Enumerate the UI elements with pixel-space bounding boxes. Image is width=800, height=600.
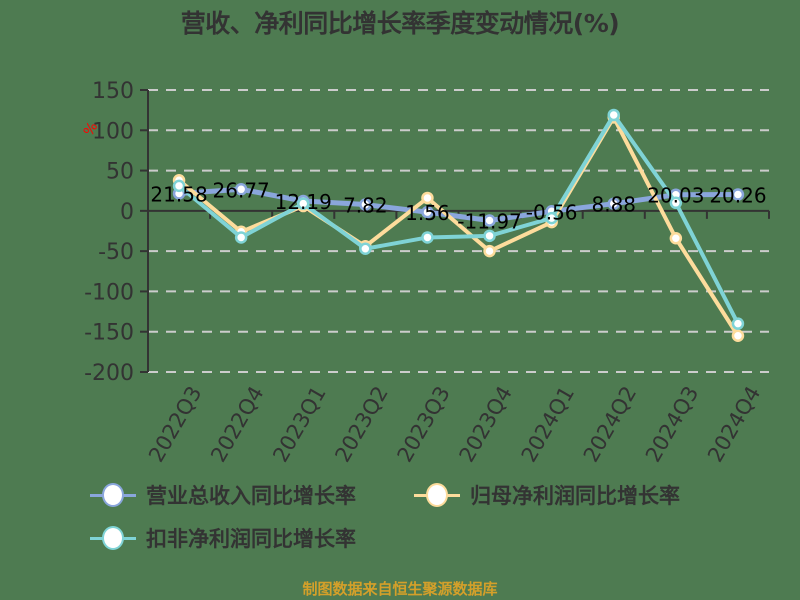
legend-item-revenue[interactable]: 营业总收入同比增长率 bbox=[90, 480, 356, 510]
legend-item-net-profit[interactable]: 归母净利润同比增长率 bbox=[414, 480, 680, 510]
data-point[interactable] bbox=[483, 214, 496, 227]
data-labels: 21.58 26.77 12.19 7.82 1.56 -11.97 -0.56 8.88 20… bbox=[150, 178, 766, 233]
data-label: -0.56 bbox=[526, 200, 578, 224]
data-point[interactable] bbox=[234, 231, 248, 244]
legend-label: 扣非净利润同比增长率 bbox=[146, 527, 356, 551]
data-point[interactable] bbox=[483, 229, 496, 243]
y-tick-label: 0 bbox=[120, 200, 134, 225]
data-label: 8.88 bbox=[591, 193, 636, 217]
x-tick-label: 2023Q1 bbox=[268, 382, 330, 466]
data-label: 20.03 bbox=[647, 184, 704, 208]
x-tick-label: 2022Q3 bbox=[144, 382, 206, 466]
series-line-revenue bbox=[178, 186, 738, 224]
data-point[interactable] bbox=[731, 188, 745, 201]
y-tick-label: -200 bbox=[84, 361, 134, 386]
data-label: 1.56 bbox=[405, 201, 450, 225]
data-point[interactable] bbox=[669, 196, 683, 210]
chart-title: 营收、净利同比增长率季度变动情况(%) bbox=[180, 9, 620, 38]
data-point[interactable] bbox=[731, 329, 745, 342]
legend-line-circle-icon bbox=[90, 483, 136, 507]
x-tick-label: 2023Q3 bbox=[392, 382, 454, 466]
data-point[interactable] bbox=[421, 231, 434, 244]
series-line-deducted_net_profit bbox=[177, 112, 740, 325]
legend-item-deducted-net-profit[interactable]: 扣非净利润同比增长率 bbox=[90, 523, 356, 553]
legend-line-circle-icon bbox=[90, 526, 136, 550]
y-tick-label: -100 bbox=[84, 280, 134, 305]
y-tick-label: 50 bbox=[106, 160, 134, 185]
data-label: 12.19 bbox=[275, 190, 332, 214]
data-point[interactable] bbox=[607, 197, 620, 210]
data-label: 21.58 bbox=[150, 182, 207, 206]
x-tick-label: 2023Q2 bbox=[330, 382, 392, 466]
legend-line-circle-icon bbox=[414, 483, 460, 507]
data-point[interactable] bbox=[731, 317, 745, 330]
y-tick-label: -150 bbox=[84, 321, 134, 346]
data-point[interactable] bbox=[359, 242, 372, 255]
data-label: -11.97 bbox=[457, 210, 521, 234]
data-point[interactable] bbox=[607, 108, 620, 122]
data-label: 20.26 bbox=[709, 184, 766, 208]
data-label: 26.77 bbox=[213, 178, 270, 202]
data-point[interactable] bbox=[234, 183, 248, 196]
y-tick-label: -50 bbox=[98, 240, 134, 265]
data-point[interactable] bbox=[669, 232, 683, 245]
data-point[interactable] bbox=[483, 244, 496, 258]
x-tick-label: 2023Q4 bbox=[455, 382, 517, 466]
source-note: 制图数据来自恒生聚源数据库 bbox=[302, 580, 498, 598]
x-tick-label: 2024Q3 bbox=[641, 382, 703, 466]
data-label: 7.82 bbox=[343, 194, 388, 218]
series-lines bbox=[172, 108, 745, 342]
x-tick-label: 2024Q2 bbox=[579, 382, 641, 466]
x-tick-label: 2024Q4 bbox=[703, 382, 765, 466]
data-point[interactable] bbox=[421, 191, 434, 205]
data-point[interactable] bbox=[297, 197, 310, 210]
x-tick-label: 2024Q1 bbox=[517, 382, 579, 466]
data-point[interactable] bbox=[545, 211, 558, 225]
y-tick-label: 100 bbox=[92, 119, 134, 144]
legend-label: 归母净利润同比增长率 bbox=[470, 484, 680, 508]
legend-label: 营业总收入同比增长率 bbox=[146, 484, 356, 508]
y-tick-label: 150 bbox=[92, 79, 134, 104]
data-point[interactable] bbox=[172, 179, 186, 193]
data-point[interactable] bbox=[421, 205, 434, 219]
x-tick-label: 2022Q4 bbox=[206, 382, 268, 466]
gridlines bbox=[148, 89, 769, 373]
data-point[interactable] bbox=[359, 198, 372, 211]
